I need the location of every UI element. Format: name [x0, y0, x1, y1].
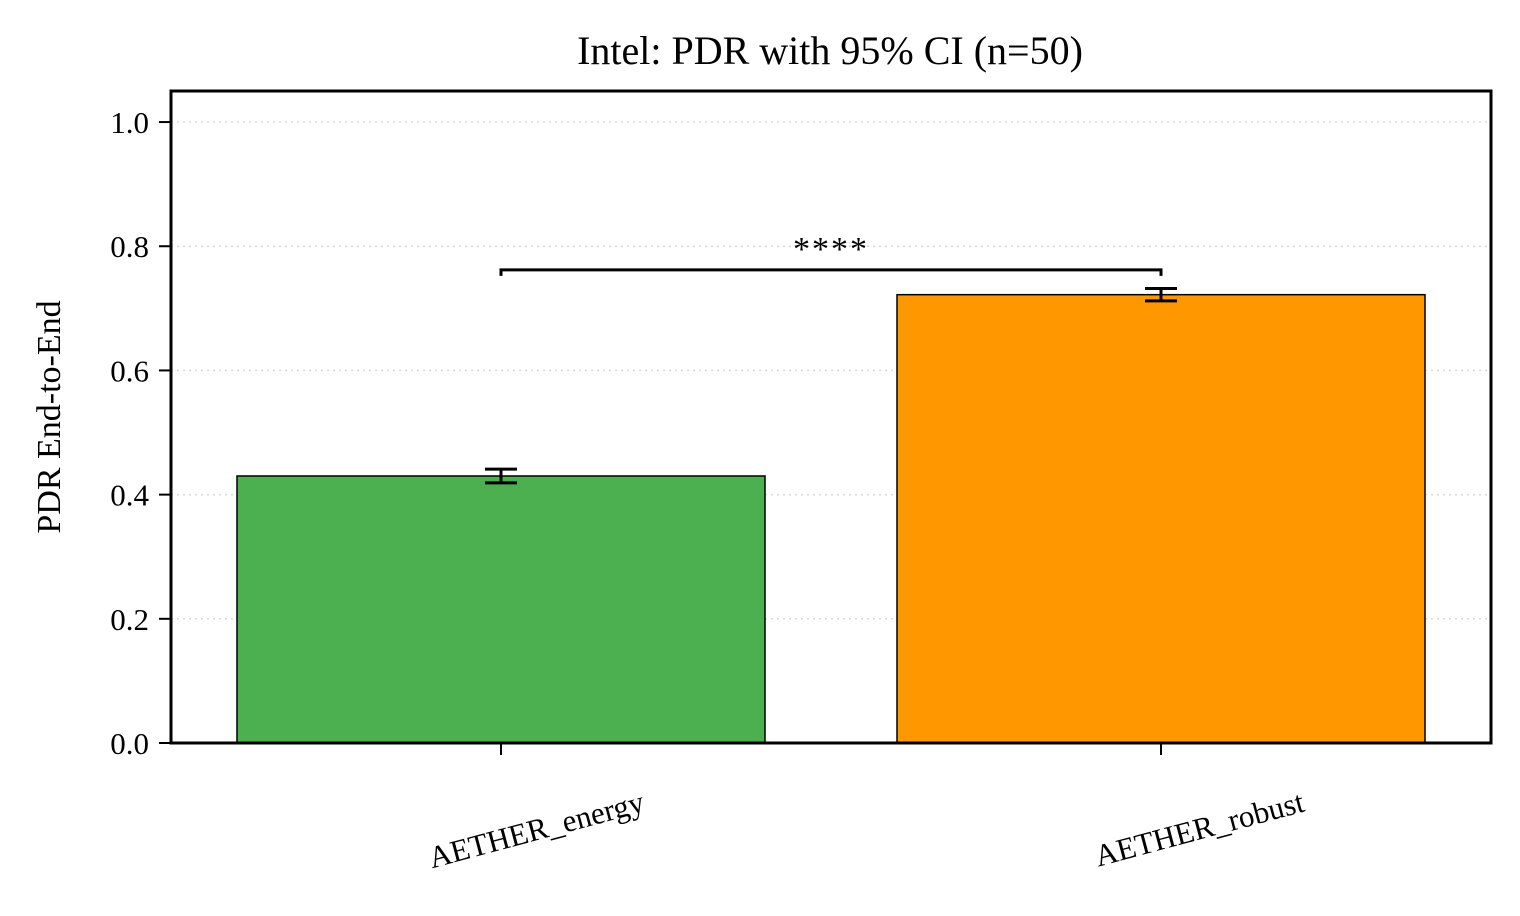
y-axis-ticks: 0.0 0.2 0.4 0.6 0.8 1.0: [110, 105, 171, 761]
significance-line: [499, 268, 1163, 276]
error-bars: [485, 286, 1177, 485]
chart-title: Intel: PDR with 95% CI (n=50): [577, 28, 1083, 73]
y-tick-label: 0.8: [110, 229, 149, 264]
bar-AETHER_robust: [896, 293, 1426, 744]
y-axis-label: PDR End-to-End: [31, 300, 68, 533]
x-tick-label: AETHER_robust: [1091, 784, 1308, 874]
y-tick-label: 0.6: [110, 353, 149, 388]
gridlines: [171, 121, 1491, 620]
y-tick-label: 0.4: [110, 478, 149, 513]
x-axis-ticks: AETHER_energy AETHER_robust: [425, 743, 1308, 875]
bars: [236, 293, 1426, 744]
plot-frame: [169, 89, 1493, 745]
y-tick-label: 0.0: [110, 726, 149, 761]
y-tick-label: 1.0: [110, 105, 149, 140]
significance-label: ****: [793, 231, 869, 268]
y-tick-label: 0.2: [110, 602, 149, 637]
x-tick-label: AETHER_energy: [425, 784, 649, 875]
significance-bracket: ****: [499, 231, 1163, 276]
bar-AETHER_energy: [236, 475, 766, 744]
